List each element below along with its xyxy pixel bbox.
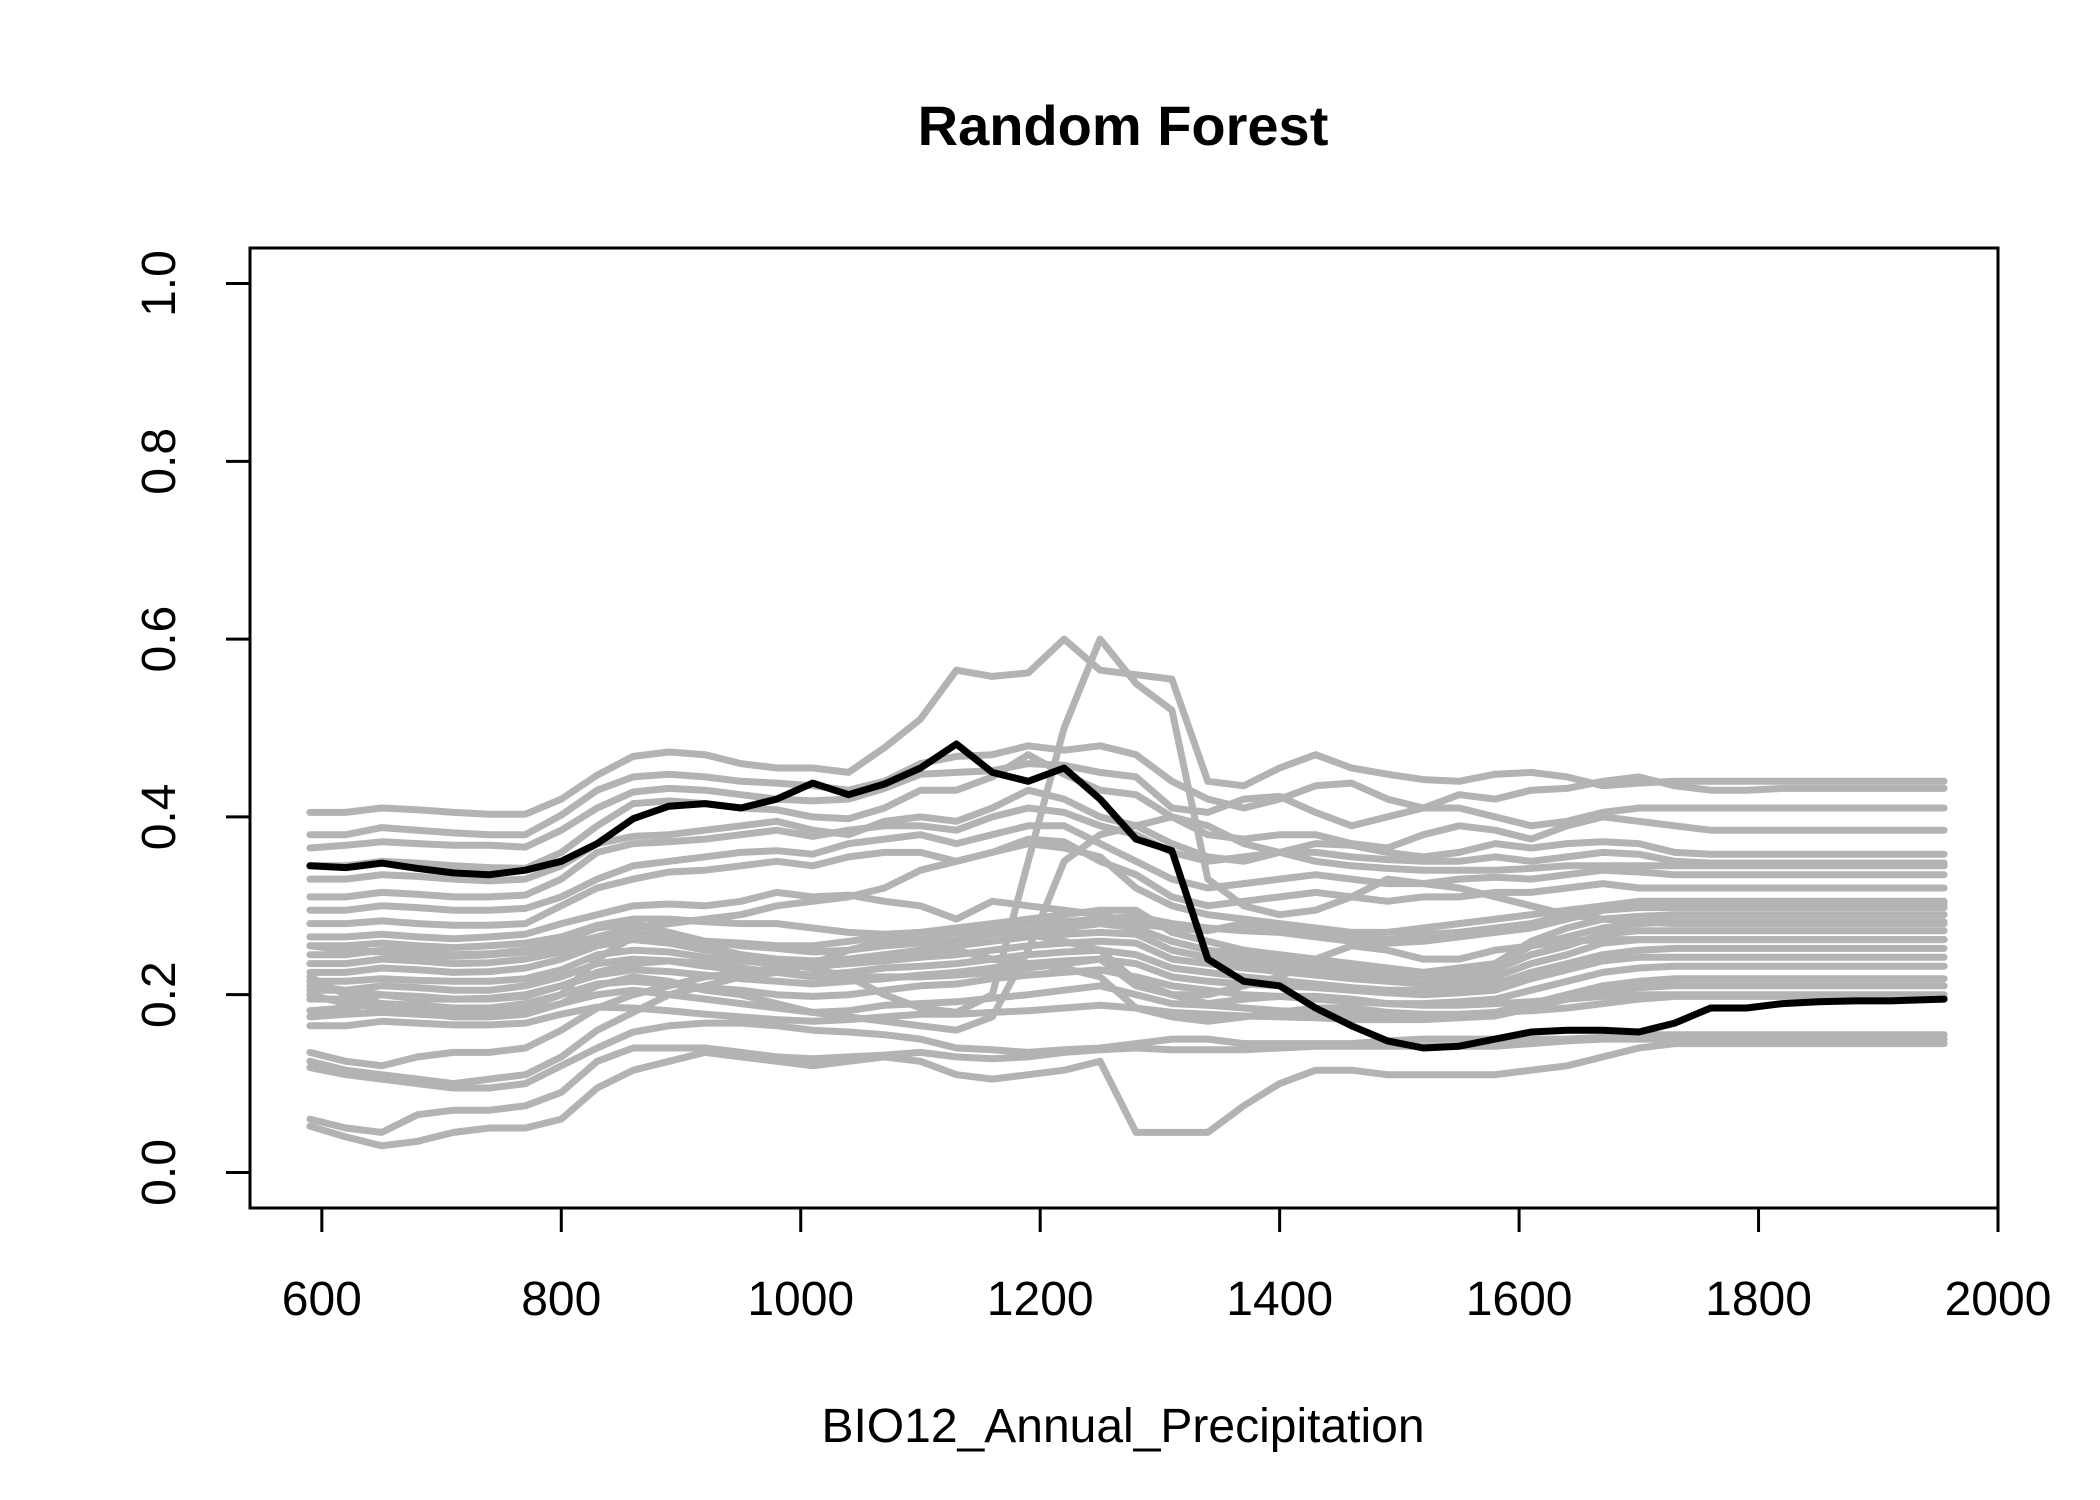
y-tick-label: 0.4: [133, 784, 186, 851]
plot-area: [306, 635, 1948, 1150]
replicate-line-27: [306, 936, 1948, 1003]
plot-frame: [248, 246, 2000, 1210]
x-tick-label: 1600: [1466, 1273, 1573, 1326]
y-axis: 0.0 0.2 0.4 0.6 0.8 1.0: [133, 250, 252, 1206]
replicate-line-24: [306, 1040, 1948, 1150]
y-tick-label: 1.0: [133, 250, 186, 317]
x-tick-label: 1000: [747, 1273, 854, 1326]
replicate-line-25: [306, 813, 1948, 1034]
y-tick-label: 0.2: [133, 961, 186, 1028]
x-tick-label: 2000: [1945, 1273, 2052, 1326]
x-axis: 600 800 1000 1200 1400 1600 1800 2000: [282, 1206, 2052, 1326]
replicate-line-15: [306, 944, 1948, 994]
replicate-line-19: [306, 982, 1948, 1030]
y-tick-label: 0.6: [133, 606, 186, 673]
replicate-line-3: [306, 760, 1948, 852]
x-tick-label: 1800: [1705, 1273, 1812, 1326]
replicate-line-2: [306, 742, 1948, 839]
replicate-line-11: [306, 906, 1948, 976]
y-tick-label: 0.8: [133, 428, 186, 495]
x-tick-label: 600: [282, 1273, 362, 1326]
chart-title: Random Forest: [918, 94, 1329, 157]
replicate-line-23: [306, 1035, 1948, 1136]
x-tick-label: 1200: [987, 1273, 1094, 1326]
x-tick-label: 800: [521, 1273, 601, 1326]
replicate-line-13: [306, 927, 1948, 981]
x-tick-label: 1400: [1226, 1273, 1333, 1326]
replicate-line-21: [306, 928, 1948, 1088]
replicate-line-28: [306, 840, 1948, 960]
y-tick-label: 0.0: [133, 1139, 186, 1206]
replicate-line-4: [306, 751, 1948, 872]
mean-line: [306, 740, 1948, 1052]
replicate-line-7: [306, 822, 1948, 914]
x-axis-label: BIO12_Annual_Precipitation: [821, 1400, 1424, 1453]
